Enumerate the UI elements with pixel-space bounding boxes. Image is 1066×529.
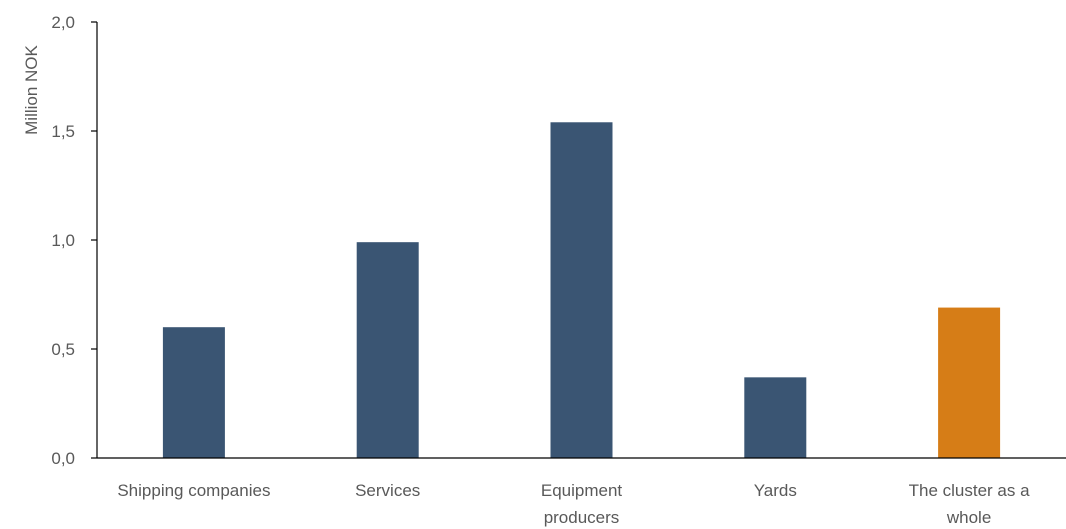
y-axis-title: Million NOK [22, 44, 41, 134]
x-tick-label: Equipment [541, 481, 623, 500]
bar [550, 122, 613, 458]
x-axis: Shipping companies Services Equipment produ… [97, 457, 1066, 527]
y-axis: 0,0 0,5 1,0 1,5 2,0 [51, 13, 98, 468]
bar [938, 307, 1001, 458]
x-tick-label: The cluster as a [909, 481, 1030, 500]
y-tick-label: 2,0 [51, 13, 75, 32]
bar [744, 377, 807, 458]
y-tick-label: 1,5 [51, 122, 75, 141]
x-tick-label: Shipping companies [117, 481, 270, 500]
x-tick-label: Yards [754, 481, 797, 500]
y-tick-label: 0,5 [51, 340, 75, 359]
x-tick-label: whole [946, 508, 991, 527]
bar [162, 327, 225, 458]
bars [162, 122, 1001, 458]
x-tick-label: Services [355, 481, 420, 500]
bar [356, 242, 419, 458]
x-tick-label: producers [544, 508, 620, 527]
y-tick-label: 0,0 [51, 449, 75, 468]
y-tick-label: 1,0 [51, 231, 75, 250]
